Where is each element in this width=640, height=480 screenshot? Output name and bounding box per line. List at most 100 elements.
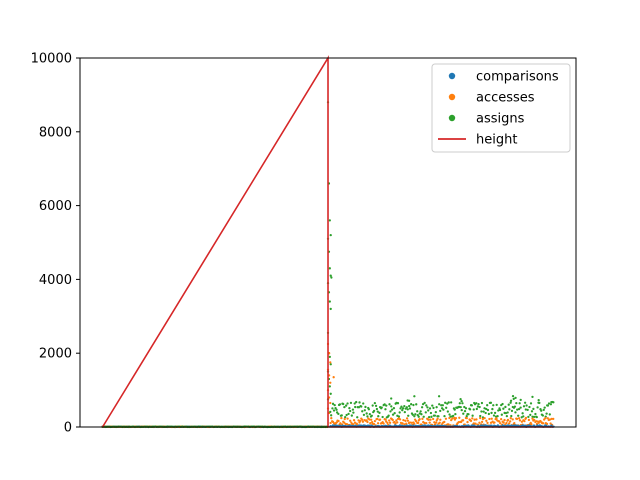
assigns-point	[406, 408, 409, 411]
assigns-point	[411, 413, 414, 416]
assigns-point	[533, 415, 536, 418]
accesses-point	[505, 421, 508, 425]
accesses-point	[329, 361, 332, 364]
assigns-point	[388, 403, 391, 406]
assigns-point	[491, 407, 494, 411]
accesses-point	[405, 422, 408, 425]
assigns-point	[478, 405, 481, 409]
accesses-point	[454, 417, 458, 420]
assigns-point	[329, 363, 332, 366]
accesses-point	[490, 417, 493, 420]
accesses-point	[382, 422, 385, 425]
assigns-point	[538, 401, 541, 405]
assigns-point	[343, 405, 346, 409]
accesses-point	[447, 423, 450, 426]
accesses-point	[369, 422, 372, 425]
assigns-point	[407, 414, 410, 417]
assigns-point	[524, 408, 527, 411]
legend-swatch-comparisons	[448, 72, 456, 80]
assigns-point	[424, 411, 427, 414]
axes: 0 2000 4000 6000 8000 10000	[31, 52, 577, 436]
assigns-point	[485, 407, 488, 411]
assigns-point	[329, 233, 332, 237]
axes-frame	[79, 57, 577, 428]
assigns-point	[517, 407, 521, 411]
accesses-point	[438, 421, 441, 424]
assigns-point	[329, 307, 332, 311]
accesses-point	[402, 418, 405, 422]
assigns-point	[428, 407, 432, 410]
accesses-point	[508, 422, 511, 425]
accesses-point	[530, 423, 533, 426]
accesses-point	[545, 422, 549, 426]
assigns-point	[453, 408, 456, 411]
accesses-point	[410, 421, 413, 424]
assigns-point	[364, 405, 367, 409]
y-tick-label: 8000	[39, 125, 72, 140]
assigns-point	[479, 414, 482, 418]
assigns-point	[531, 395, 534, 398]
accesses-point	[500, 417, 503, 421]
assigns-point	[328, 219, 331, 222]
accesses-point	[343, 417, 346, 421]
assigns-point	[529, 413, 532, 417]
accesses-point	[391, 418, 394, 422]
accesses-point	[384, 418, 387, 421]
assigns-point	[389, 410, 392, 413]
assigns-point	[522, 415, 525, 418]
accesses-point	[544, 417, 547, 420]
accesses-point	[352, 419, 356, 422]
assigns-point	[329, 392, 332, 395]
assigns-point	[507, 403, 510, 406]
assigns-point	[552, 401, 555, 404]
assigns-point	[439, 409, 442, 413]
assigns-point	[333, 403, 336, 407]
assigns-point	[393, 412, 396, 415]
accesses-point	[533, 418, 536, 422]
assigns-point	[381, 415, 384, 419]
assigns-point	[480, 410, 483, 413]
assigns-point	[397, 415, 401, 418]
assigns-point	[470, 404, 474, 407]
assigns-point	[500, 413, 503, 416]
accesses-point	[465, 416, 468, 420]
assigns-point	[504, 411, 508, 415]
accesses-point	[502, 421, 505, 424]
assigns-point	[362, 402, 365, 405]
assigns-point	[426, 406, 429, 409]
assigns-point	[459, 405, 462, 409]
accesses-point	[503, 418, 506, 422]
assigns-point	[518, 402, 521, 405]
assigns-point	[328, 385, 331, 388]
assigns-point	[357, 406, 361, 409]
accesses-point	[469, 419, 473, 423]
assigns-point	[534, 412, 537, 416]
accesses-point	[495, 417, 498, 420]
assigns-point	[486, 408, 490, 412]
assigns-point	[427, 415, 431, 419]
legend-label-comparisons: comparisons	[476, 70, 559, 85]
accesses-point	[423, 421, 426, 425]
assigns-point	[415, 403, 418, 406]
assigns-point	[502, 407, 505, 410]
assigns-point	[477, 402, 480, 406]
accesses-point	[443, 420, 446, 424]
assigns-point	[448, 413, 451, 416]
accesses-point	[509, 420, 512, 423]
accesses-point	[509, 417, 512, 420]
assigns-point	[331, 402, 335, 405]
accesses-point	[451, 417, 454, 420]
assigns-point	[401, 407, 405, 410]
accesses-point	[439, 418, 442, 421]
assigns-point	[361, 410, 364, 413]
assigns-point	[512, 397, 515, 401]
accesses-point	[359, 419, 362, 423]
assigns-point	[342, 402, 345, 406]
accesses-point	[370, 418, 373, 421]
assigns-point	[412, 403, 415, 407]
legend-label-accesses: accesses	[476, 91, 535, 106]
assigns-point	[505, 414, 509, 418]
assigns-point	[529, 402, 533, 405]
assigns-point	[368, 413, 371, 416]
accesses-point	[531, 417, 534, 420]
